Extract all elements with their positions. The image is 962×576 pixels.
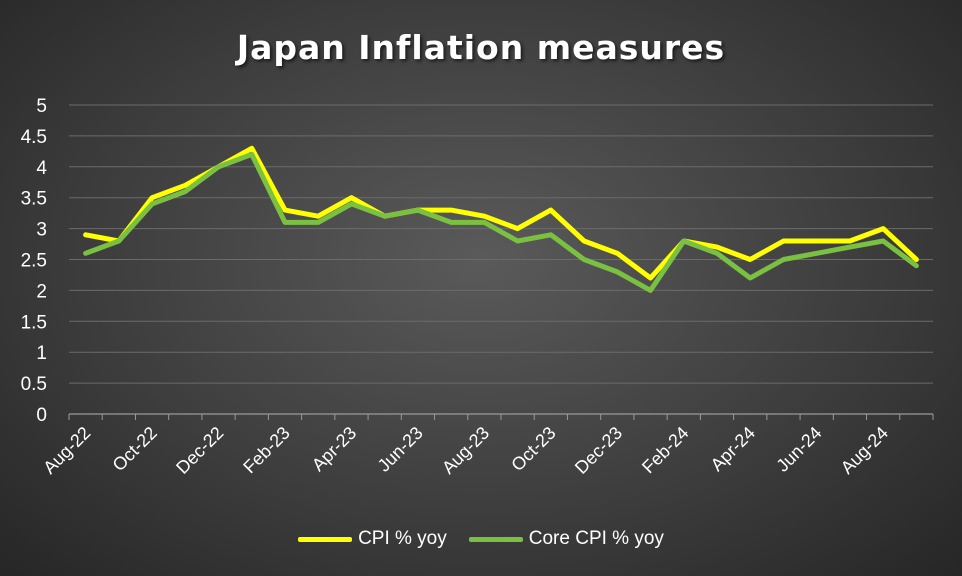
y-tick-label: 1.5 [21,312,47,333]
legend: CPI % yoy Core CPI % yoy [0,528,962,550]
y-tick-label: 2.5 [21,251,47,272]
y-tick-label: 5 [36,96,47,117]
series-line-core-cpi [83,151,919,293]
x-tick-label: Feb-23 [239,423,293,477]
x-tick-label: Aug-22 [39,423,94,478]
legend-swatch-cpi [298,536,353,542]
chart-title: Japan Inflation measures [236,28,726,67]
y-tick-label: 3.5 [21,189,47,210]
x-tick-label: Apr-24 [707,423,759,475]
legend-swatch-core-cpi [468,536,523,542]
x-tick-label: Jun-23 [374,423,427,476]
x-tick-label: Oct-23 [507,423,559,475]
x-tick-label: Jun-24 [772,423,825,476]
y-tick-label: 0 [36,405,47,426]
y-tick-label: 3 [36,220,47,241]
x-tick-label: Feb-24 [638,423,692,477]
legend-label-cpi: CPI % yoy [358,528,447,549]
y-tick-label: 1 [36,343,47,364]
x-tick-label: Oct-22 [109,423,161,475]
legend-label-core-cpi: Core CPI % yoy [528,528,664,549]
y-tick-label: 2 [36,281,47,302]
x-tick-label: Aug-23 [438,423,493,478]
legend-item-cpi[interactable]: CPI % yoy [298,528,447,550]
legend-item-core-cpi[interactable]: Core CPI % yoy [468,528,664,550]
y-tick-label: 0.5 [21,374,47,395]
y-tick-label: 4.5 [21,127,47,148]
x-tick-label: Aug-24 [837,423,892,478]
x-tick-label: Apr-23 [308,423,360,475]
x-tick-label: Dec-22 [172,423,227,478]
x-tick-label: Dec-23 [571,423,626,478]
y-tick-label: 4 [36,158,47,179]
